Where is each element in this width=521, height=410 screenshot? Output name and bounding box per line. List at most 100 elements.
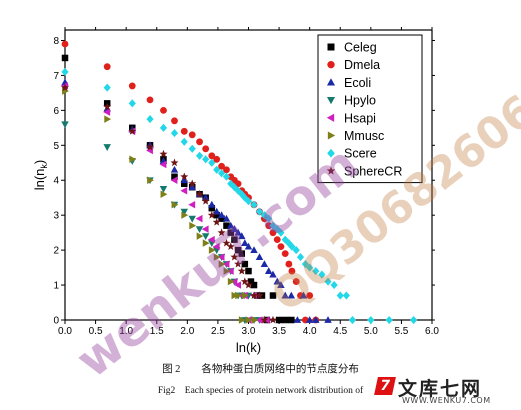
data-point <box>293 316 302 323</box>
site-logo[interactable]: 7 文库七网 WWW.WENKU7.COM <box>374 374 516 406</box>
data-point <box>170 158 179 167</box>
y-tick-label: 7 <box>53 71 59 82</box>
data-point <box>273 236 281 244</box>
data-point <box>170 176 178 184</box>
x-tick-label: 0.0 <box>58 326 72 337</box>
data-point <box>171 117 178 125</box>
data-point <box>208 152 216 160</box>
data-point <box>269 221 277 230</box>
data-point <box>245 267 252 275</box>
data-point <box>188 183 196 191</box>
data-point <box>213 253 221 261</box>
data-point <box>218 260 226 268</box>
legend-label: Hpylo <box>344 94 376 108</box>
data-point <box>269 292 277 299</box>
data-point <box>202 155 210 164</box>
data-point <box>201 225 209 233</box>
data-point <box>249 291 259 299</box>
data-point <box>230 225 239 233</box>
x-tick-label: 1.5 <box>150 326 164 337</box>
data-point <box>104 115 112 123</box>
data-point <box>208 158 216 167</box>
data-point <box>250 200 258 209</box>
data-point <box>213 211 220 219</box>
axis-ticks: 0.0 0.5 1.0 1.5 2.0 2.5 3.0 3.5 4.0 4.5 5.0 5.5 6.0 0… <box>53 27 439 337</box>
data-point <box>260 260 269 268</box>
data-point <box>234 281 242 289</box>
series-spherecr <box>60 83 277 324</box>
legend-marker <box>326 78 336 86</box>
data-point <box>170 129 179 138</box>
legend-box <box>317 34 423 184</box>
data-point <box>103 63 111 71</box>
data-point <box>61 67 69 76</box>
data-point <box>244 197 253 206</box>
x-tick-label: 5.5 <box>394 326 408 337</box>
data-point <box>160 190 168 198</box>
data-point <box>281 250 289 258</box>
data-point <box>288 316 295 324</box>
legend-marker <box>327 43 335 51</box>
data-point <box>275 316 283 324</box>
data-point <box>213 165 221 174</box>
legend-label: Celeg <box>344 41 377 55</box>
data-point <box>301 260 309 269</box>
data-point <box>238 232 246 240</box>
data-point <box>207 235 215 244</box>
data-point <box>265 214 273 223</box>
data-point <box>260 211 268 220</box>
data-point <box>227 277 235 286</box>
data-point <box>312 316 320 323</box>
logo-name: 文库七网 <box>398 378 483 400</box>
data-point <box>245 316 253 324</box>
data-point <box>159 149 168 158</box>
x-tick-label: 0.5 <box>89 326 103 337</box>
data-point <box>218 169 226 178</box>
data-point <box>241 291 249 300</box>
data-point <box>159 123 168 132</box>
data-point <box>237 266 246 275</box>
x-axis-label: ln(k) <box>236 340 261 355</box>
data-point <box>312 267 320 276</box>
data-point <box>231 236 238 243</box>
legend-marker <box>326 113 335 122</box>
y-axis-label-subscript: k <box>39 164 49 169</box>
data-point <box>195 214 203 223</box>
data-point <box>269 229 277 237</box>
data-point <box>61 40 69 48</box>
data-point <box>188 179 197 188</box>
data-points <box>60 40 418 325</box>
data-point <box>202 239 210 247</box>
data-point <box>238 316 246 324</box>
data-point <box>212 217 221 226</box>
data-point <box>255 253 264 261</box>
data-point <box>180 137 188 146</box>
data-point <box>128 82 136 90</box>
data-point <box>234 228 242 236</box>
data-point <box>241 239 249 247</box>
logo-url: WWW.WENKU7.COM <box>402 396 491 405</box>
data-point <box>180 176 189 184</box>
data-point <box>226 242 235 251</box>
data-point <box>188 215 196 223</box>
data-point <box>260 315 269 324</box>
data-point <box>188 144 196 153</box>
data-point <box>367 315 375 325</box>
data-point <box>180 208 189 216</box>
data-point <box>244 280 253 289</box>
y-tick-label: 6 <box>53 106 59 117</box>
data-point <box>61 54 69 62</box>
data-point <box>330 280 338 290</box>
data-point <box>234 259 243 268</box>
data-point <box>180 186 188 195</box>
data-point <box>128 127 137 135</box>
data-point <box>222 260 230 268</box>
series-hsapi <box>61 82 270 324</box>
data-point <box>324 277 332 286</box>
data-point <box>288 267 296 275</box>
data-point <box>195 189 204 198</box>
data-point <box>129 155 137 164</box>
data-point <box>61 121 69 129</box>
data-point <box>222 172 231 181</box>
data-point <box>195 151 204 160</box>
